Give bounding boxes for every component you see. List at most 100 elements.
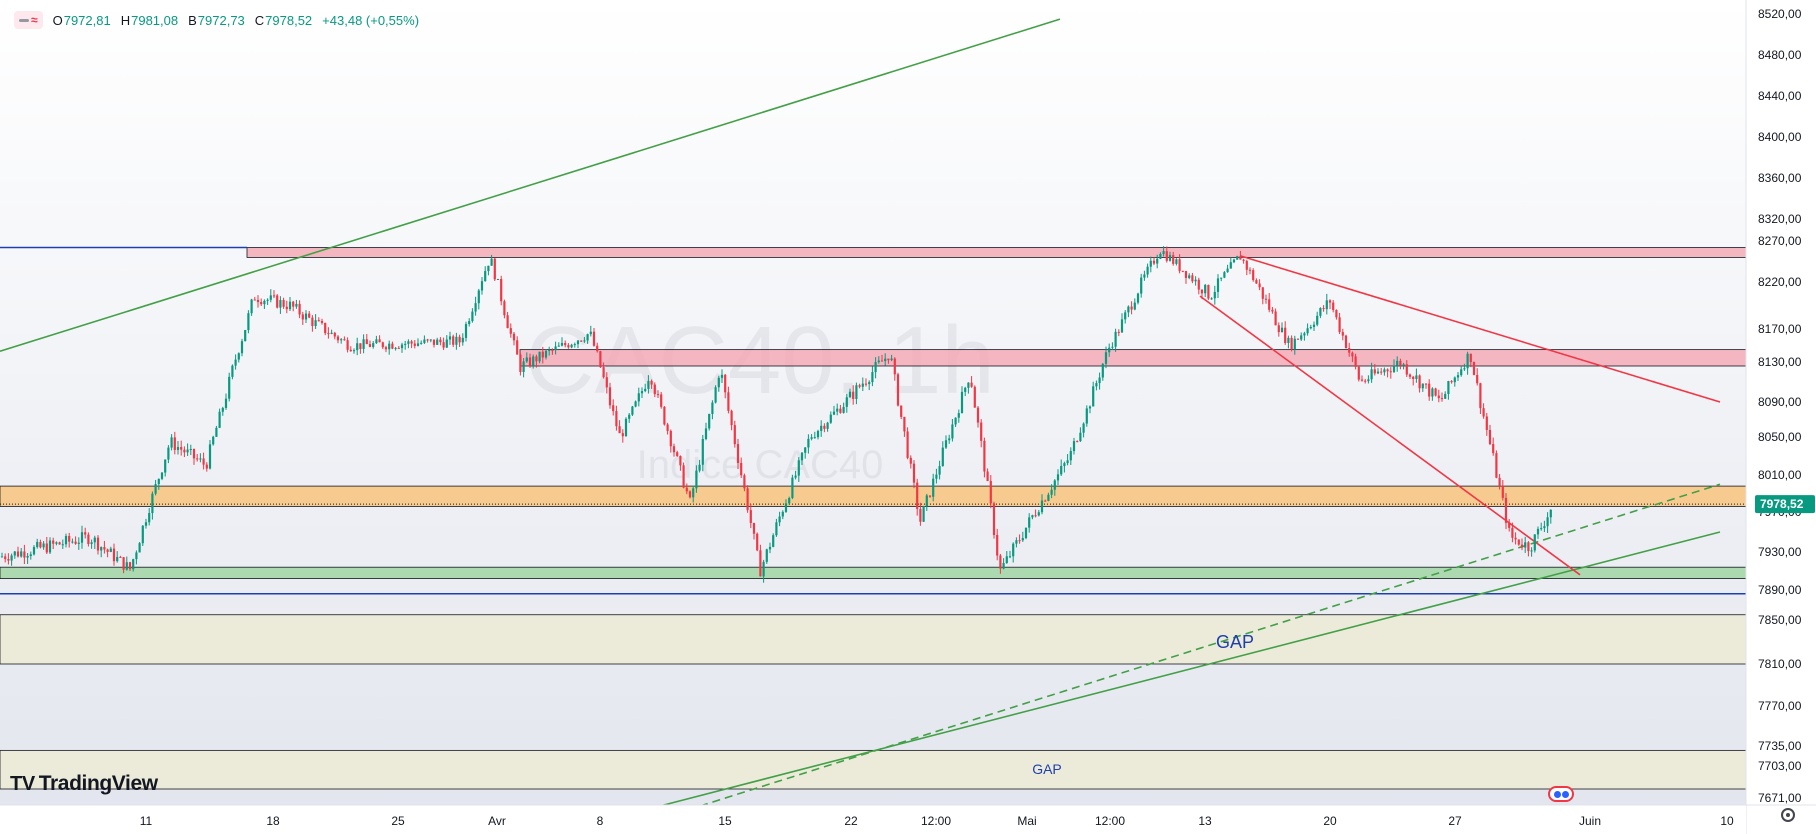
- y-tick-label: 7735,00: [1758, 739, 1802, 753]
- candle-body: [1284, 327, 1287, 343]
- candle-body: [1376, 371, 1380, 374]
- candle-body: [1229, 262, 1232, 269]
- y-tick-label: 7770,00: [1758, 699, 1802, 713]
- candle-body: [7, 559, 10, 561]
- candle-body: [1044, 500, 1047, 502]
- candle-body: [1053, 480, 1056, 490]
- candle-body: [228, 376, 231, 399]
- price-axis[interactable]: [1746, 0, 1816, 834]
- red-downtrend-upper[interactable]: [1239, 254, 1721, 403]
- tradingview-logo[interactable]: TV TradingView: [10, 772, 158, 796]
- green-support-dashed[interactable]: [699, 483, 1721, 807]
- candle-body: [829, 414, 832, 423]
- low-value: B 7972,73: [188, 12, 245, 28]
- y-tick-label: 8440,00: [1758, 89, 1802, 103]
- y-tick-label: 8090,00: [1758, 395, 1802, 409]
- candle-body: [637, 393, 640, 402]
- candle-body: [375, 339, 378, 344]
- last-price-badge: [1755, 495, 1815, 514]
- x-tick-label: 13: [1198, 814, 1212, 828]
- candle-body: [781, 511, 784, 517]
- candle-body: [1140, 277, 1143, 294]
- candle-body: [660, 394, 663, 407]
- candle-body: [634, 401, 637, 407]
- candle-body: [20, 551, 23, 557]
- events-bubble-icon[interactable]: [1548, 786, 1574, 802]
- candle-body: [1181, 270, 1184, 272]
- candle-body: [1028, 517, 1031, 528]
- candle-body: [122, 557, 125, 570]
- candle-body: [400, 344, 404, 349]
- candle-body: [109, 548, 112, 552]
- legend-toggle-button[interactable]: ≈: [14, 11, 43, 29]
- candle-body: [1223, 272, 1226, 278]
- candle-body: [244, 330, 247, 342]
- candle-body: [948, 438, 951, 441]
- candle-body: [685, 487, 688, 492]
- candle-body: [852, 391, 855, 399]
- candle-body: [455, 336, 458, 345]
- candle-body: [464, 324, 468, 338]
- candle-body: [436, 339, 439, 345]
- candle-body: [119, 556, 122, 558]
- candle-body: [26, 555, 29, 558]
- gap-label-lower[interactable]: GAP: [1032, 761, 1062, 777]
- x-tick-label: Avr: [488, 814, 506, 828]
- candle-body: [980, 422, 983, 441]
- gap-label-upper[interactable]: GAP: [1216, 632, 1254, 652]
- gap-zone-lower[interactable]: [0, 749, 1747, 790]
- candle-body: [1399, 360, 1402, 366]
- candle-body: [1040, 500, 1044, 513]
- candle-body: [1504, 497, 1508, 523]
- candle-body: [858, 385, 861, 387]
- candle-body: [967, 382, 970, 388]
- candle-body: [1197, 279, 1200, 290]
- pivot-zone[interactable]: [0, 485, 1747, 507]
- y-tick-label: 8270,00: [1758, 234, 1802, 248]
- candle-body: [756, 533, 759, 551]
- candle-body: [1095, 383, 1098, 387]
- candle-body: [61, 544, 64, 546]
- green-support-solid[interactable]: [659, 531, 1721, 807]
- candle-body: [378, 339, 381, 343]
- candle-body: [1220, 277, 1223, 279]
- candle-body: [253, 299, 256, 301]
- candle-body: [90, 542, 93, 545]
- candle-body: [439, 339, 442, 343]
- candle-body: [490, 258, 493, 266]
- candle-body: [951, 424, 954, 439]
- candle-body: [916, 482, 919, 509]
- candle-body: [1031, 515, 1034, 518]
- red-downtrend-lower[interactable]: [1199, 295, 1581, 576]
- candle-body: [1245, 260, 1248, 270]
- candle-body: [311, 317, 314, 327]
- candle-body: [1050, 489, 1053, 495]
- candle-body: [128, 562, 132, 570]
- candle-body: [580, 340, 583, 342]
- candle-body: [1188, 275, 1191, 278]
- resistance-zone[interactable]: [246, 247, 1747, 258]
- candle-body: [480, 281, 484, 291]
- candle-body: [493, 258, 496, 280]
- gear-icon[interactable]: [1781, 808, 1795, 822]
- x-tick-label: Mai: [1017, 814, 1036, 828]
- candle-body: [1111, 346, 1114, 348]
- candle-body: [58, 542, 61, 545]
- green-long-uptrend[interactable]: [0, 18, 1061, 353]
- candle-body: [407, 341, 410, 344]
- candle-body: [1082, 423, 1085, 433]
- time-axis[interactable]: [0, 805, 1746, 834]
- candle-body: [653, 384, 656, 395]
- candle-body: [461, 337, 464, 343]
- candle-body: [1079, 432, 1082, 442]
- mid-resistance-zone[interactable]: [519, 349, 1747, 367]
- candle-body: [365, 339, 368, 345]
- gap-zone-upper[interactable]: [0, 614, 1747, 665]
- support-zone[interactable]: [0, 566, 1747, 580]
- candle-body: [87, 534, 90, 545]
- candle-body: [884, 358, 887, 362]
- candle-body: [71, 541, 74, 543]
- candle-body: [736, 444, 740, 463]
- candle-body: [180, 447, 183, 450]
